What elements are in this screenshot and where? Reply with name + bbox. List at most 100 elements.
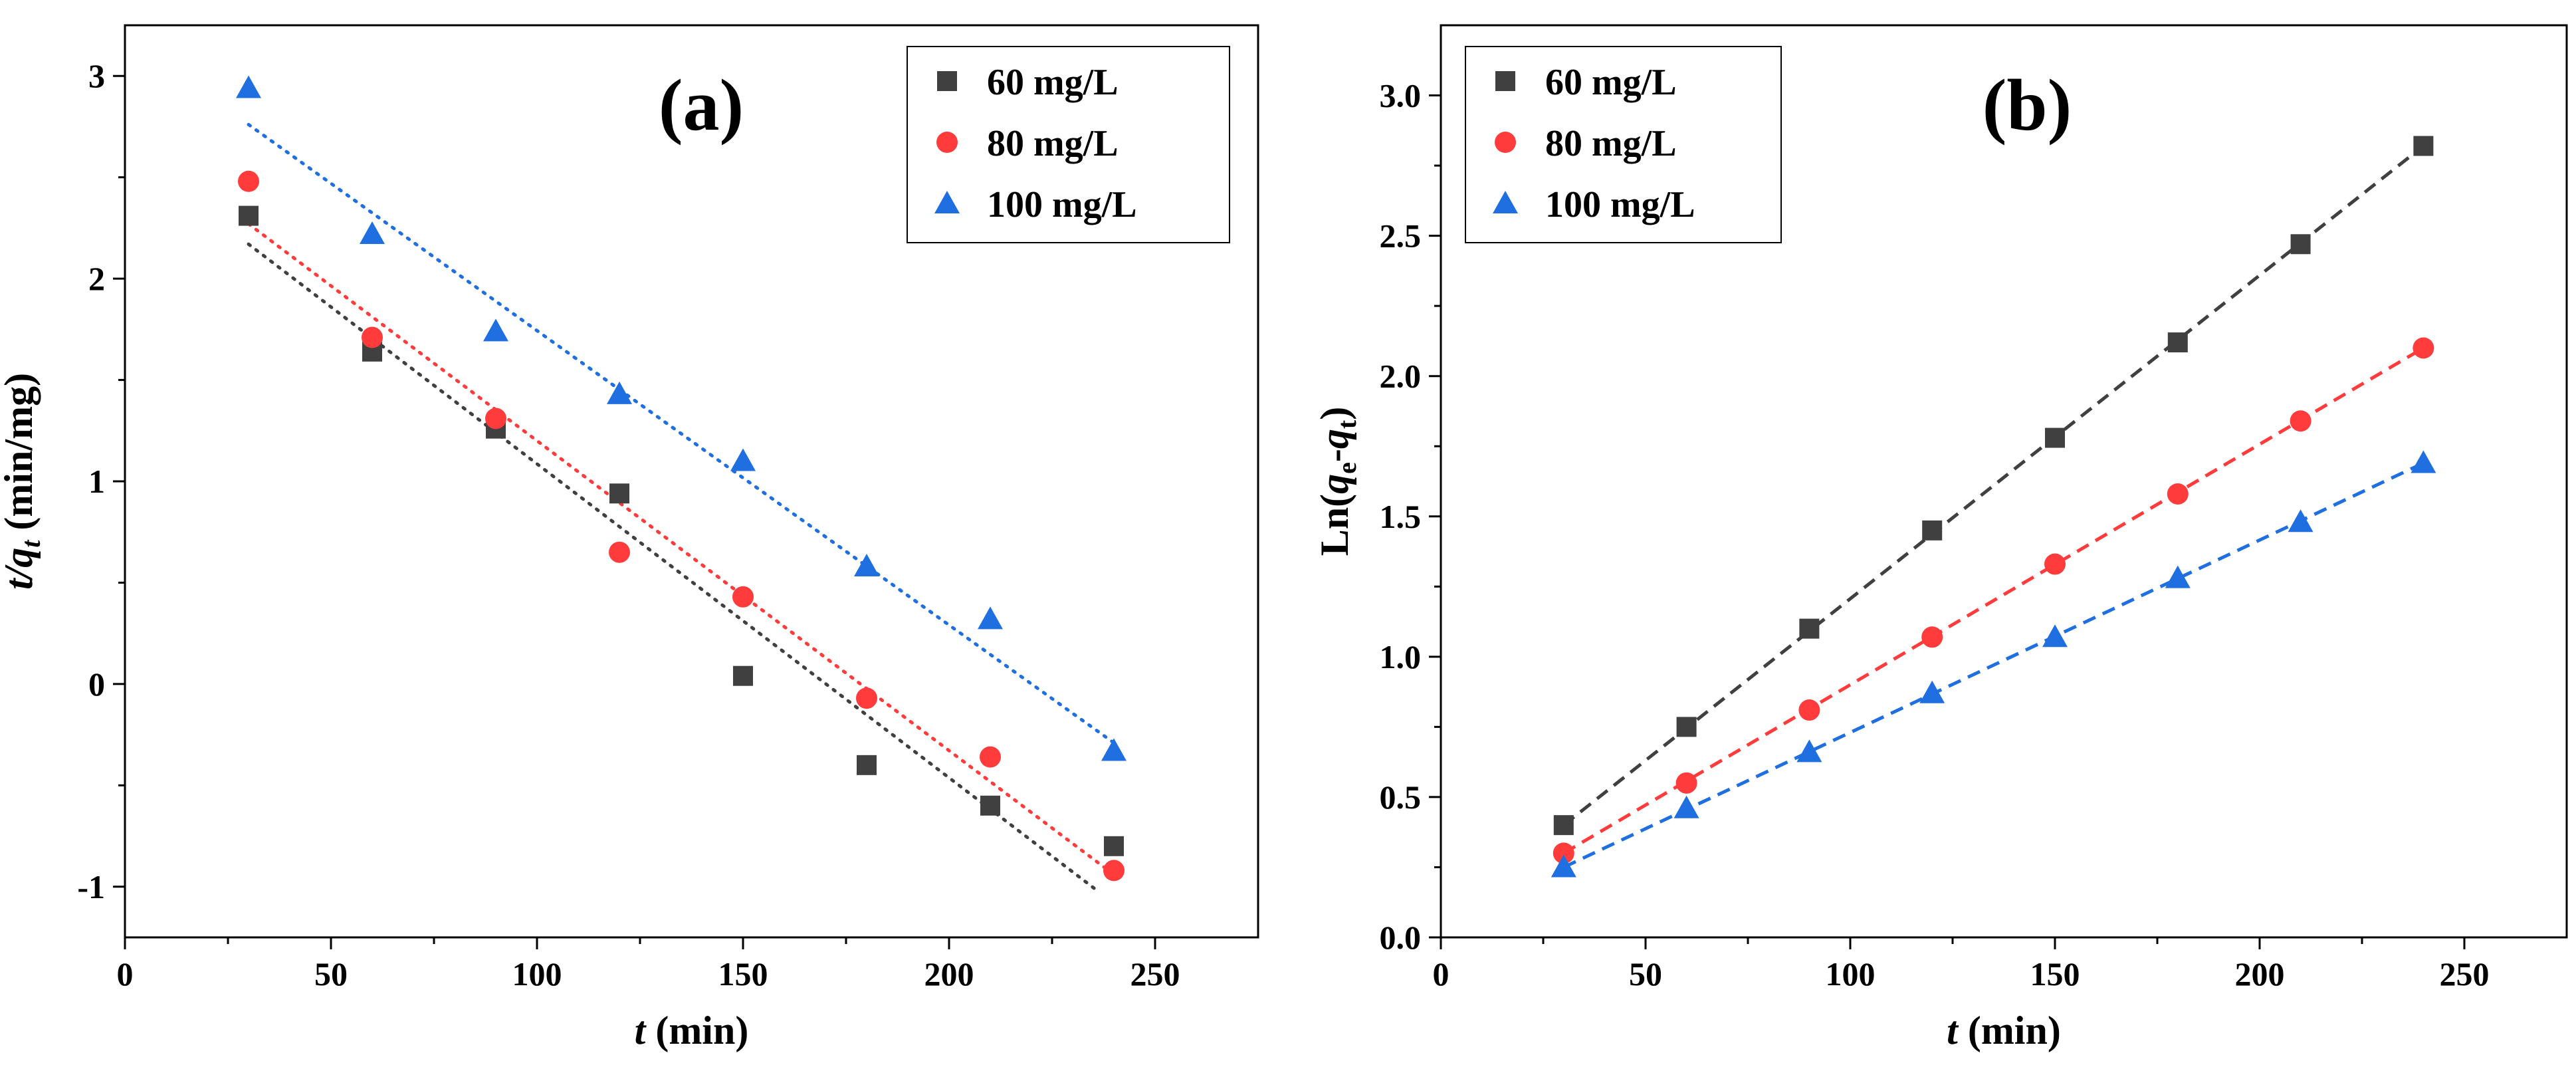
- data-point: [609, 483, 629, 504]
- x-axis-title: t (min): [635, 1009, 749, 1052]
- legend-label: 60 mg/L: [987, 62, 1119, 103]
- data-point: [2411, 450, 2436, 473]
- data-point: [1921, 626, 1943, 648]
- data-point: [1796, 739, 1822, 763]
- data-point: [238, 170, 259, 192]
- fit-line-60-mg-l: [247, 242, 1099, 893]
- data-point: [854, 554, 879, 577]
- data-point: [1676, 717, 1697, 737]
- data-point: [978, 606, 1003, 630]
- data-point: [1553, 815, 1574, 836]
- y-tick-label: 1.5: [1380, 498, 1422, 535]
- data-point: [2044, 553, 2066, 575]
- fit-line-80-mg-l: [1562, 346, 2424, 855]
- x-tick-label: 200: [2235, 955, 2285, 993]
- legend-marker: [937, 71, 957, 91]
- legend-marker: [1493, 191, 1518, 213]
- data-point: [856, 687, 877, 709]
- data-point: [980, 746, 1001, 768]
- data-point: [2165, 565, 2191, 588]
- y-tick-label: 0: [88, 665, 105, 703]
- data-point: [1103, 860, 1125, 882]
- series-100-mg-l: [236, 75, 1127, 761]
- legend-marker: [1495, 132, 1516, 153]
- data-point: [2167, 483, 2189, 505]
- data-point: [1799, 618, 1820, 639]
- plot-frame: [1440, 24, 2568, 939]
- data-point: [609, 541, 630, 563]
- y-tick-label: 3.0: [1380, 77, 1422, 114]
- y-tick-label: 1.0: [1380, 638, 1422, 675]
- series-60-mg-l: [1553, 136, 2434, 836]
- x-tick-label: 0: [117, 955, 134, 993]
- panel-label: (a): [659, 64, 744, 146]
- x-tick-label: 50: [314, 955, 348, 993]
- data-point: [2290, 410, 2311, 432]
- data-point: [1919, 680, 1945, 703]
- fit-line-80-mg-l: [247, 222, 1116, 876]
- data-point: [980, 795, 1000, 816]
- data-point: [2042, 624, 2068, 648]
- data-point: [1551, 854, 1576, 878]
- legend-label: 60 mg/L: [1545, 62, 1677, 103]
- panel-label: (b): [1983, 64, 2072, 146]
- chart-panel-a: 0 50 100 150 200 250 -1 0 1 2 3 t (min) t/qt (min/mg…: [0, 24, 1259, 1052]
- y-tick-label: 2: [88, 260, 105, 297]
- x-tick-label: 100: [512, 955, 562, 993]
- y-tick-label: 0.5: [1380, 778, 1422, 816]
- x-tick-label: 250: [1130, 955, 1180, 993]
- y-tick-label: 0.0: [1380, 919, 1422, 956]
- data-point: [2045, 427, 2065, 448]
- data-point: [1673, 795, 1699, 818]
- x-tick-label: 0: [1433, 955, 1449, 993]
- data-point: [360, 221, 385, 245]
- data-point: [1798, 699, 1820, 721]
- series-80-mg-l: [238, 170, 1125, 882]
- legend-box: [1465, 46, 1782, 243]
- data-point: [2288, 509, 2313, 533]
- y-tick-label: 3: [88, 57, 105, 94]
- data-point: [1675, 772, 1697, 794]
- data-point: [2413, 136, 2434, 156]
- data-point: [236, 75, 261, 98]
- data-point: [239, 205, 259, 226]
- legend-box: [907, 46, 1230, 243]
- fit-line-60-mg-l: [1562, 144, 2424, 827]
- data-point: [732, 586, 754, 608]
- x-axis-title: t (min): [1947, 1009, 2061, 1052]
- legend-label: 100 mg/L: [1545, 184, 1695, 225]
- series-100-mg-l: [1551, 450, 2436, 878]
- y-tick-label: -1: [77, 868, 105, 905]
- x-tick-label: 50: [1629, 955, 1662, 993]
- x-tick-label: 200: [924, 955, 974, 993]
- data-point: [2167, 332, 2188, 353]
- legend-marker: [1495, 71, 1515, 91]
- legend: 60 mg/L 80 mg/L 100 mg/L: [1465, 46, 1782, 243]
- series-80-mg-l: [1553, 337, 2434, 864]
- chart-panel-b: 0 50 100 150 200 250 0.0 0.5 1.0 1.5 2.0 2.5 3.0 t (m…: [1313, 24, 2568, 1052]
- x-tick-label: 100: [1826, 955, 1876, 993]
- fit-line-100-mg-l: [247, 122, 1116, 745]
- x-tick-label: 150: [2030, 955, 2080, 993]
- data-point: [857, 755, 877, 775]
- legend: 60 mg/L 80 mg/L 100 mg/L: [907, 46, 1230, 243]
- data-point: [607, 381, 632, 404]
- x-tick-label: 250: [2440, 955, 2490, 993]
- y-tick-label: 1: [88, 463, 105, 500]
- data-point: [2290, 234, 2311, 255]
- data-point: [733, 665, 753, 686]
- legend-label: 100 mg/L: [987, 184, 1137, 225]
- data-point: [730, 448, 756, 471]
- data-point: [2413, 337, 2434, 359]
- data-point: [1922, 520, 1943, 540]
- y-axis-title: Ln(qe-qt): [1313, 407, 1362, 556]
- y-tick-label: 2.5: [1380, 217, 1422, 255]
- x-tick-label: 150: [718, 955, 768, 993]
- legend-label: 80 mg/L: [1545, 123, 1677, 164]
- data-point: [1553, 842, 1574, 864]
- legend-marker: [934, 191, 960, 213]
- data-point: [485, 408, 506, 429]
- y-tick-label: 2.0: [1380, 358, 1422, 395]
- legend-marker: [936, 132, 958, 153]
